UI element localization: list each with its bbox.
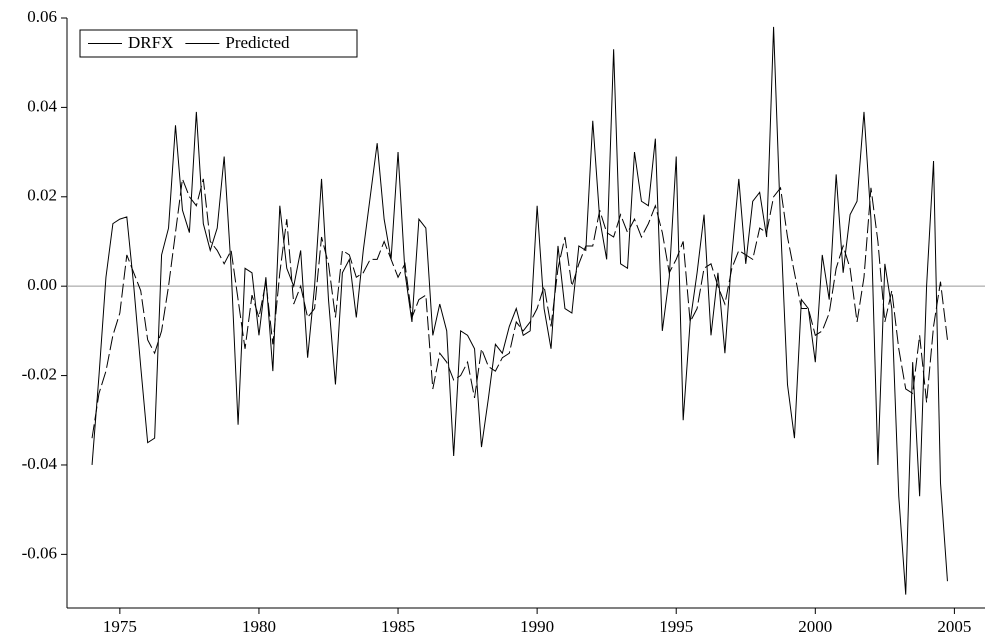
- x-tick-label: 1980: [242, 617, 276, 636]
- x-tick-label: 2000: [798, 617, 832, 636]
- series-line: [91, 26, 948, 595]
- y-tick-label: 0.02: [27, 186, 57, 205]
- legend-label: Predicted: [225, 33, 290, 52]
- y-tick-label: -0.02: [22, 364, 57, 383]
- y-tick-label: 0.04: [27, 96, 57, 115]
- y-tick-label: 0.06: [27, 7, 57, 26]
- x-tick-label: 1990: [520, 617, 554, 636]
- x-tick-label: 1995: [659, 617, 693, 636]
- y-tick-label: 0.00: [27, 275, 57, 294]
- series-line: [91, 178, 948, 439]
- x-tick-label: 1975: [103, 617, 137, 636]
- legend-label: DRFX: [128, 33, 173, 52]
- x-tick-label: 1985: [381, 617, 415, 636]
- y-tick-label: -0.04: [22, 454, 58, 473]
- y-tick-label: -0.06: [22, 543, 57, 562]
- x-tick-label: 2005: [937, 617, 971, 636]
